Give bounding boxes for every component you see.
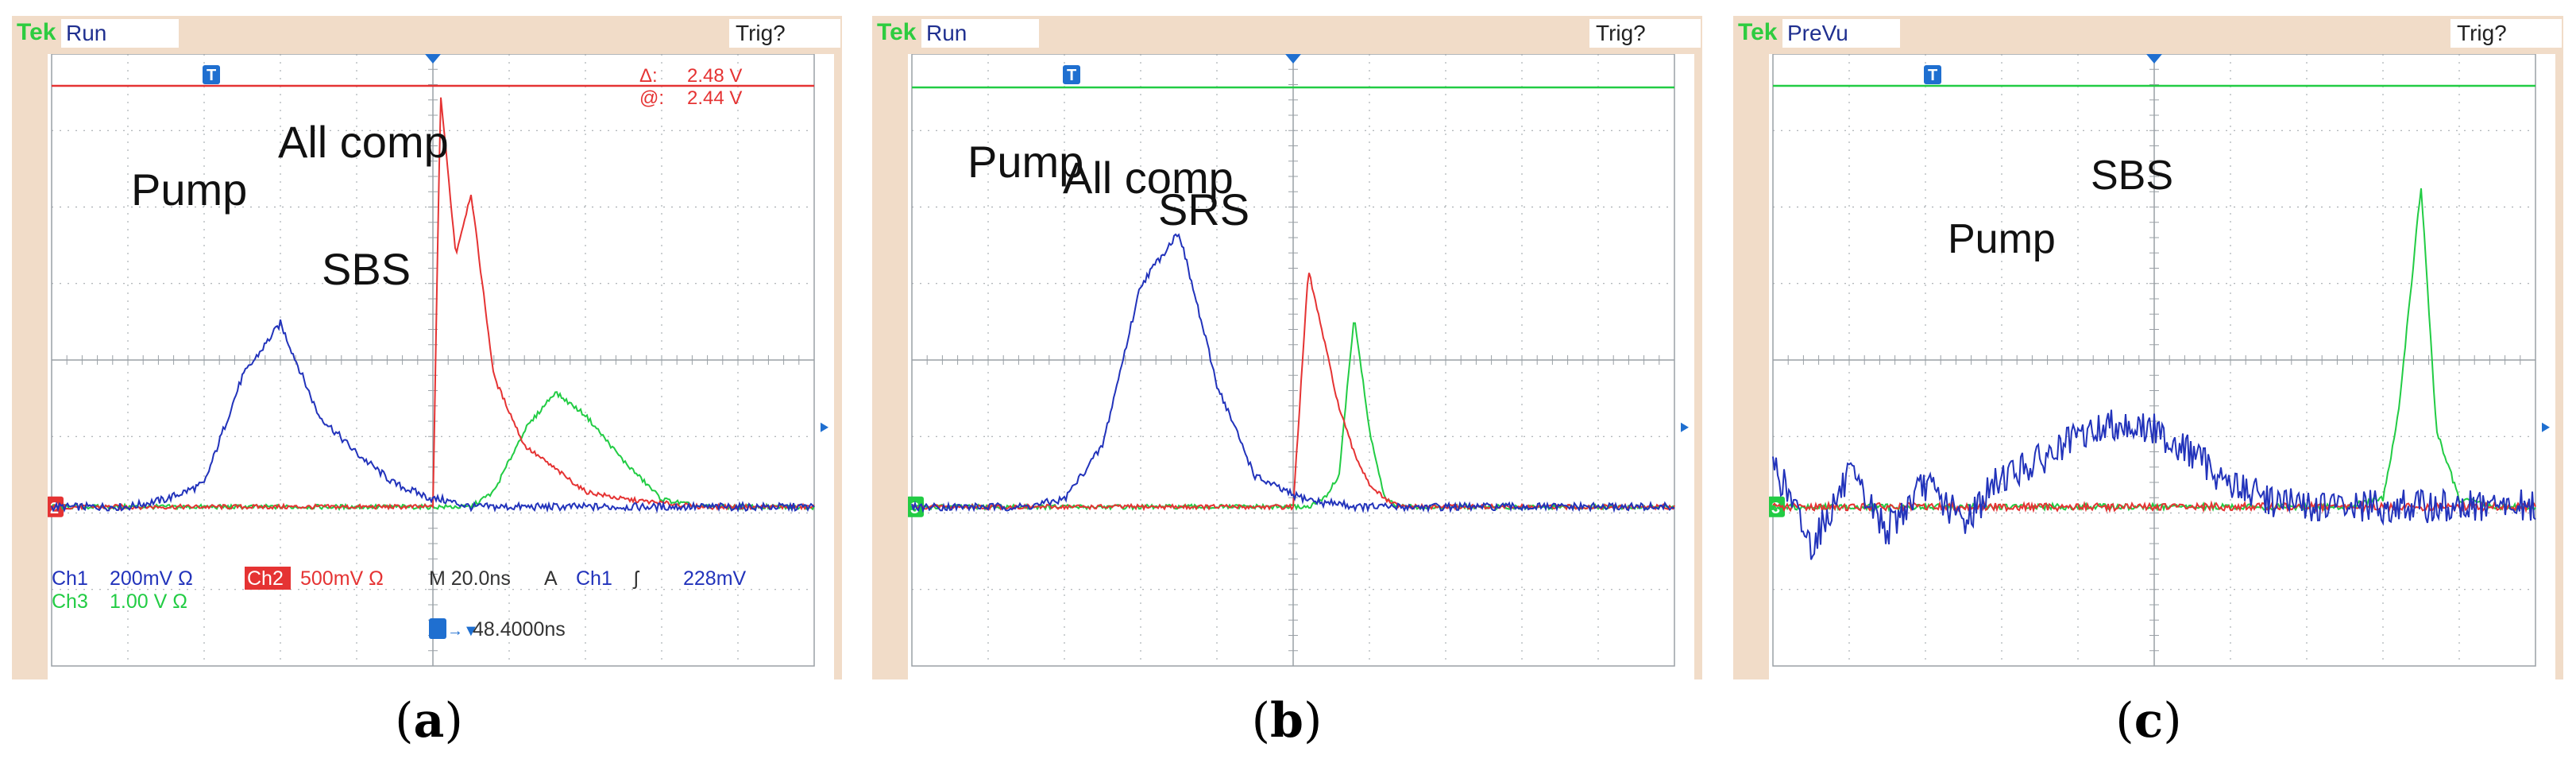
- hpos-arrow: →▼: [447, 622, 479, 640]
- scope-header: Tek Run Trig?: [12, 16, 842, 52]
- cursor-delta-label: Δ:: [639, 65, 658, 87]
- timebase-label: M 20.0ns: [429, 567, 511, 590]
- horizontal-position-value: 48.4000ns: [473, 618, 566, 641]
- caption-a: (a): [395, 693, 463, 749]
- ch1-label: Ch1: [52, 567, 88, 590]
- ground-marker-box: [1769, 496, 1785, 517]
- scope-panel-b: Tek Run Trig? T 3 Pump All comp SRS: [872, 16, 1702, 679]
- trigger-source: Ch1: [576, 567, 612, 590]
- screen-background: [48, 54, 834, 679]
- cursor-delta-value: 2.48 V: [687, 65, 742, 87]
- ch2-label: Ch2: [247, 567, 284, 590]
- trigger-t-box: [1924, 65, 1941, 84]
- caption-c: (c): [2115, 693, 2182, 749]
- ch2-badge: [245, 567, 291, 590]
- trigger-position-icon: [2146, 54, 2162, 64]
- horizontal-position-icon: →▼: [429, 618, 479, 640]
- trigger-t-letter: T: [1928, 67, 1937, 84]
- trigger-t-icon: T: [1924, 65, 1941, 84]
- trigger-slope-icon: ʃ: [632, 567, 640, 590]
- ground-marker-label: 3: [910, 500, 919, 517]
- trigger-position-icon: [1285, 54, 1301, 64]
- annotation-label-pump: Pump: [131, 165, 247, 215]
- trigger-t-icon: T: [203, 65, 220, 84]
- trace-ch2: [51, 97, 815, 512]
- trace-ch2: [1772, 500, 2536, 514]
- waveform-area: T 3 Pump SBS: [1769, 54, 2555, 679]
- acq-label: A: [544, 567, 558, 590]
- annotation-label-pump: Pump: [967, 137, 1083, 187]
- caption-b: (b): [1251, 693, 1323, 749]
- cursor-at-label: @:: [639, 87, 664, 109]
- cursor-at-value: 2.44 V: [687, 87, 742, 109]
- run-status: Run: [921, 19, 1039, 48]
- scope-panel-a: Tek Run Trig? T 2 Pump All comp SBS Δ: 2.48 V @…: [12, 16, 842, 679]
- trigger-position-icon: [425, 54, 441, 64]
- screen-background: [1769, 54, 2555, 679]
- annotation-label-all-comp: All comp: [278, 117, 449, 167]
- trace-ch1: [1772, 409, 2536, 560]
- annotation-label-sbs: SBS: [2091, 153, 2173, 199]
- ch2-scale: 500mV Ω: [300, 567, 384, 590]
- trigger-level-icon: [821, 422, 828, 432]
- annotation-label-srs: SRS: [1158, 184, 1249, 234]
- annotation-label-pump: Pump: [1948, 216, 2056, 262]
- trigger-level: 228mV: [683, 567, 747, 590]
- trigger-level-icon: [2542, 422, 2550, 432]
- trace-ch1: [911, 233, 1675, 513]
- trigger-status: Trig?: [1589, 19, 1701, 48]
- brand-label: Tek: [877, 19, 917, 45]
- trigger-t-box: [203, 65, 220, 84]
- trigger-t-letter: T: [1067, 67, 1076, 84]
- trace-ch1: [51, 319, 815, 514]
- trigger-t-icon: T: [1063, 65, 1080, 84]
- trigger-t-letter: T: [207, 67, 216, 84]
- run-status: PreVu: [1782, 19, 1900, 48]
- screen-background: [908, 54, 1694, 679]
- scope-header: Tek PreVu Trig?: [1733, 16, 2563, 52]
- run-status: Run: [61, 19, 179, 48]
- waveform-area: T 2 Pump All comp SBS Δ: 2.48 V @: 2.44 V Ch1 200m…: [48, 54, 834, 679]
- ch1-scale: 200mV Ω: [110, 567, 193, 590]
- trigger-status: Trig?: [729, 19, 840, 48]
- annotation-label-sbs: SBS: [322, 244, 411, 294]
- waveform-area: T 3 Pump All comp SRS: [908, 54, 1694, 679]
- ch3-scale: 1.00 V Ω: [110, 590, 187, 613]
- scope-header: Tek Run Trig?: [872, 16, 1702, 52]
- brand-label: Tek: [1738, 19, 1778, 45]
- hpos-box: [429, 618, 446, 639]
- brand-label: Tek: [17, 19, 56, 45]
- trigger-t-box: [1063, 65, 1080, 84]
- annotation-label-all-comp: All comp: [1063, 153, 1234, 203]
- scope-panel-c: Tek PreVu Trig? T 3 Pump SBS: [1733, 16, 2563, 679]
- trigger-status: Trig?: [2450, 19, 2562, 48]
- ch3-label: Ch3: [52, 590, 88, 613]
- trigger-level-icon: [1681, 422, 1689, 432]
